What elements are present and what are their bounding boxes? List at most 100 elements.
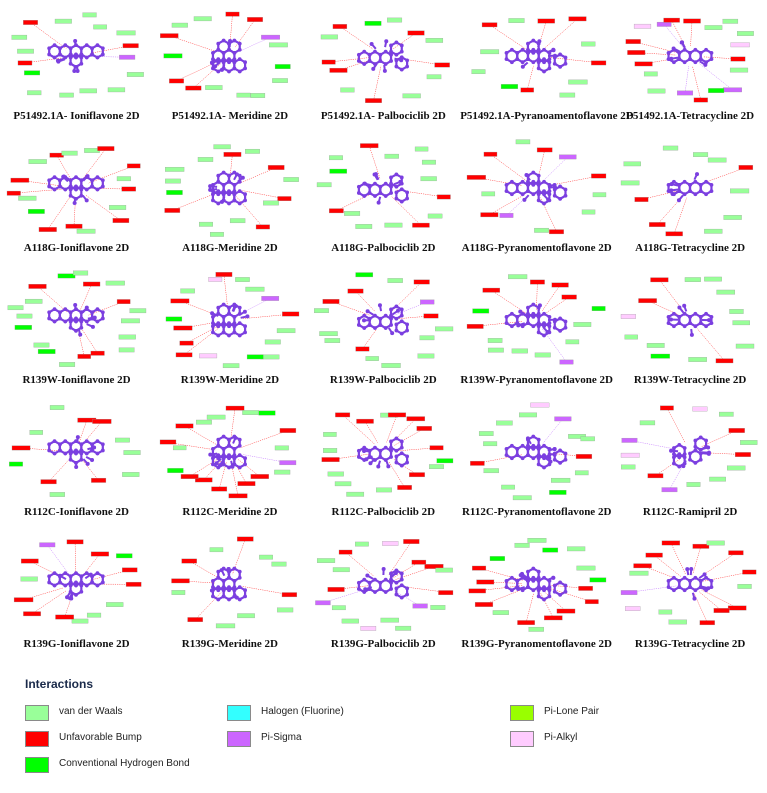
interaction-line <box>195 592 222 620</box>
ligand-atom <box>547 324 552 329</box>
residue-label <box>316 182 332 188</box>
residue-label <box>625 39 641 44</box>
residue-label <box>713 608 730 613</box>
interaction-line <box>388 461 405 488</box>
ligand-atom <box>693 438 697 443</box>
ligand-atom <box>95 451 100 456</box>
residue-label <box>730 56 745 62</box>
ligand-atom <box>671 60 676 65</box>
interaction-line <box>692 546 701 575</box>
ligand-atom <box>709 51 713 55</box>
residue-label <box>582 209 596 215</box>
residue-label <box>624 334 638 340</box>
ligand-atom <box>378 580 383 585</box>
residue-label <box>693 97 708 103</box>
ligand-atom <box>238 465 243 470</box>
residue-label <box>261 34 281 40</box>
residue-label <box>356 418 374 424</box>
ligand-atom <box>90 324 95 329</box>
ligand-atom <box>84 43 89 48</box>
ligand-atom <box>241 175 246 180</box>
ligand-atom <box>227 189 232 193</box>
ligand-atom <box>47 580 52 585</box>
ligand-atom <box>220 67 225 72</box>
residue-label <box>479 431 494 436</box>
ligand-atom <box>232 51 237 55</box>
ligand-atom <box>504 585 509 589</box>
ligand-atom <box>531 434 536 439</box>
residue-label <box>210 231 225 237</box>
residue-label <box>429 445 444 451</box>
residue-labels <box>9 405 141 497</box>
ligand-atom <box>208 187 213 192</box>
ligand-atom <box>95 175 100 180</box>
ligand-atom <box>536 315 541 319</box>
ligand-atom <box>369 41 374 46</box>
ligand-atom <box>222 189 226 193</box>
residue-label <box>13 597 34 603</box>
residue-label <box>208 277 223 282</box>
ligand-atom <box>58 52 62 57</box>
ligand-atom <box>232 456 237 461</box>
ligand-atom <box>68 310 73 315</box>
ligand-structure <box>666 567 713 601</box>
residue-label <box>283 177 300 182</box>
ligand-atom <box>361 318 366 323</box>
ligand-atom <box>74 184 78 189</box>
residue-label <box>501 484 516 490</box>
ligand-atom <box>388 577 393 582</box>
residue-label <box>17 48 34 54</box>
residue-label <box>703 276 722 282</box>
residue-label <box>235 277 251 282</box>
ligand-atom <box>84 198 89 203</box>
interaction-line <box>484 588 525 605</box>
residue-label <box>589 577 607 583</box>
interaction-line <box>663 24 683 48</box>
residue-labels <box>13 539 142 624</box>
ligand-atom <box>504 57 509 61</box>
ligand-atom <box>68 52 73 57</box>
ligand-atom <box>216 575 221 580</box>
ligand-atom <box>58 442 62 447</box>
interaction-line <box>627 585 676 593</box>
legend-label: Unfavorable Bump <box>59 732 142 743</box>
ligand-atom <box>84 571 89 576</box>
ligand-atom <box>243 462 248 467</box>
ligand-atom <box>522 197 527 202</box>
ligand-atom <box>371 66 376 71</box>
ligand-atom <box>504 579 509 583</box>
residue-label <box>639 420 655 426</box>
residue-label <box>551 477 571 483</box>
residue-label <box>116 553 133 559</box>
residue-label <box>559 359 574 365</box>
ligand-atom <box>74 464 79 469</box>
ligand-atom <box>214 461 219 466</box>
ligand-atom <box>372 590 377 594</box>
residue-label <box>684 277 701 282</box>
interaction-panel: P51492.1A- Ioniflavone 2D <box>0 0 153 132</box>
ligand-atom <box>227 453 232 457</box>
residue-label <box>40 479 57 485</box>
interaction-panel: R139W-Meridine 2D <box>153 264 306 396</box>
residue-label <box>592 192 607 198</box>
ligand-atom <box>85 174 90 179</box>
ligand-atom <box>367 191 372 195</box>
interaction-line <box>364 421 378 443</box>
residue-label <box>166 316 183 322</box>
ligand-atom <box>558 460 563 465</box>
ligand-atom <box>563 61 568 66</box>
panel-caption: A118G-Pyranomentoflavone 2D <box>461 242 612 254</box>
ligand-atom <box>693 588 697 593</box>
interaction-line <box>629 440 677 450</box>
ligand-atom <box>378 59 383 63</box>
residue-label <box>706 540 725 546</box>
residue-label <box>185 85 202 91</box>
interaction-diagram <box>467 139 607 235</box>
ligand-atom <box>74 316 78 321</box>
ligand-atom <box>666 315 671 319</box>
residue-label <box>118 347 135 353</box>
ligand-atom <box>531 51 536 55</box>
ligand-atom <box>666 51 671 55</box>
ligand-atom <box>88 572 93 577</box>
residue-label <box>514 542 530 548</box>
